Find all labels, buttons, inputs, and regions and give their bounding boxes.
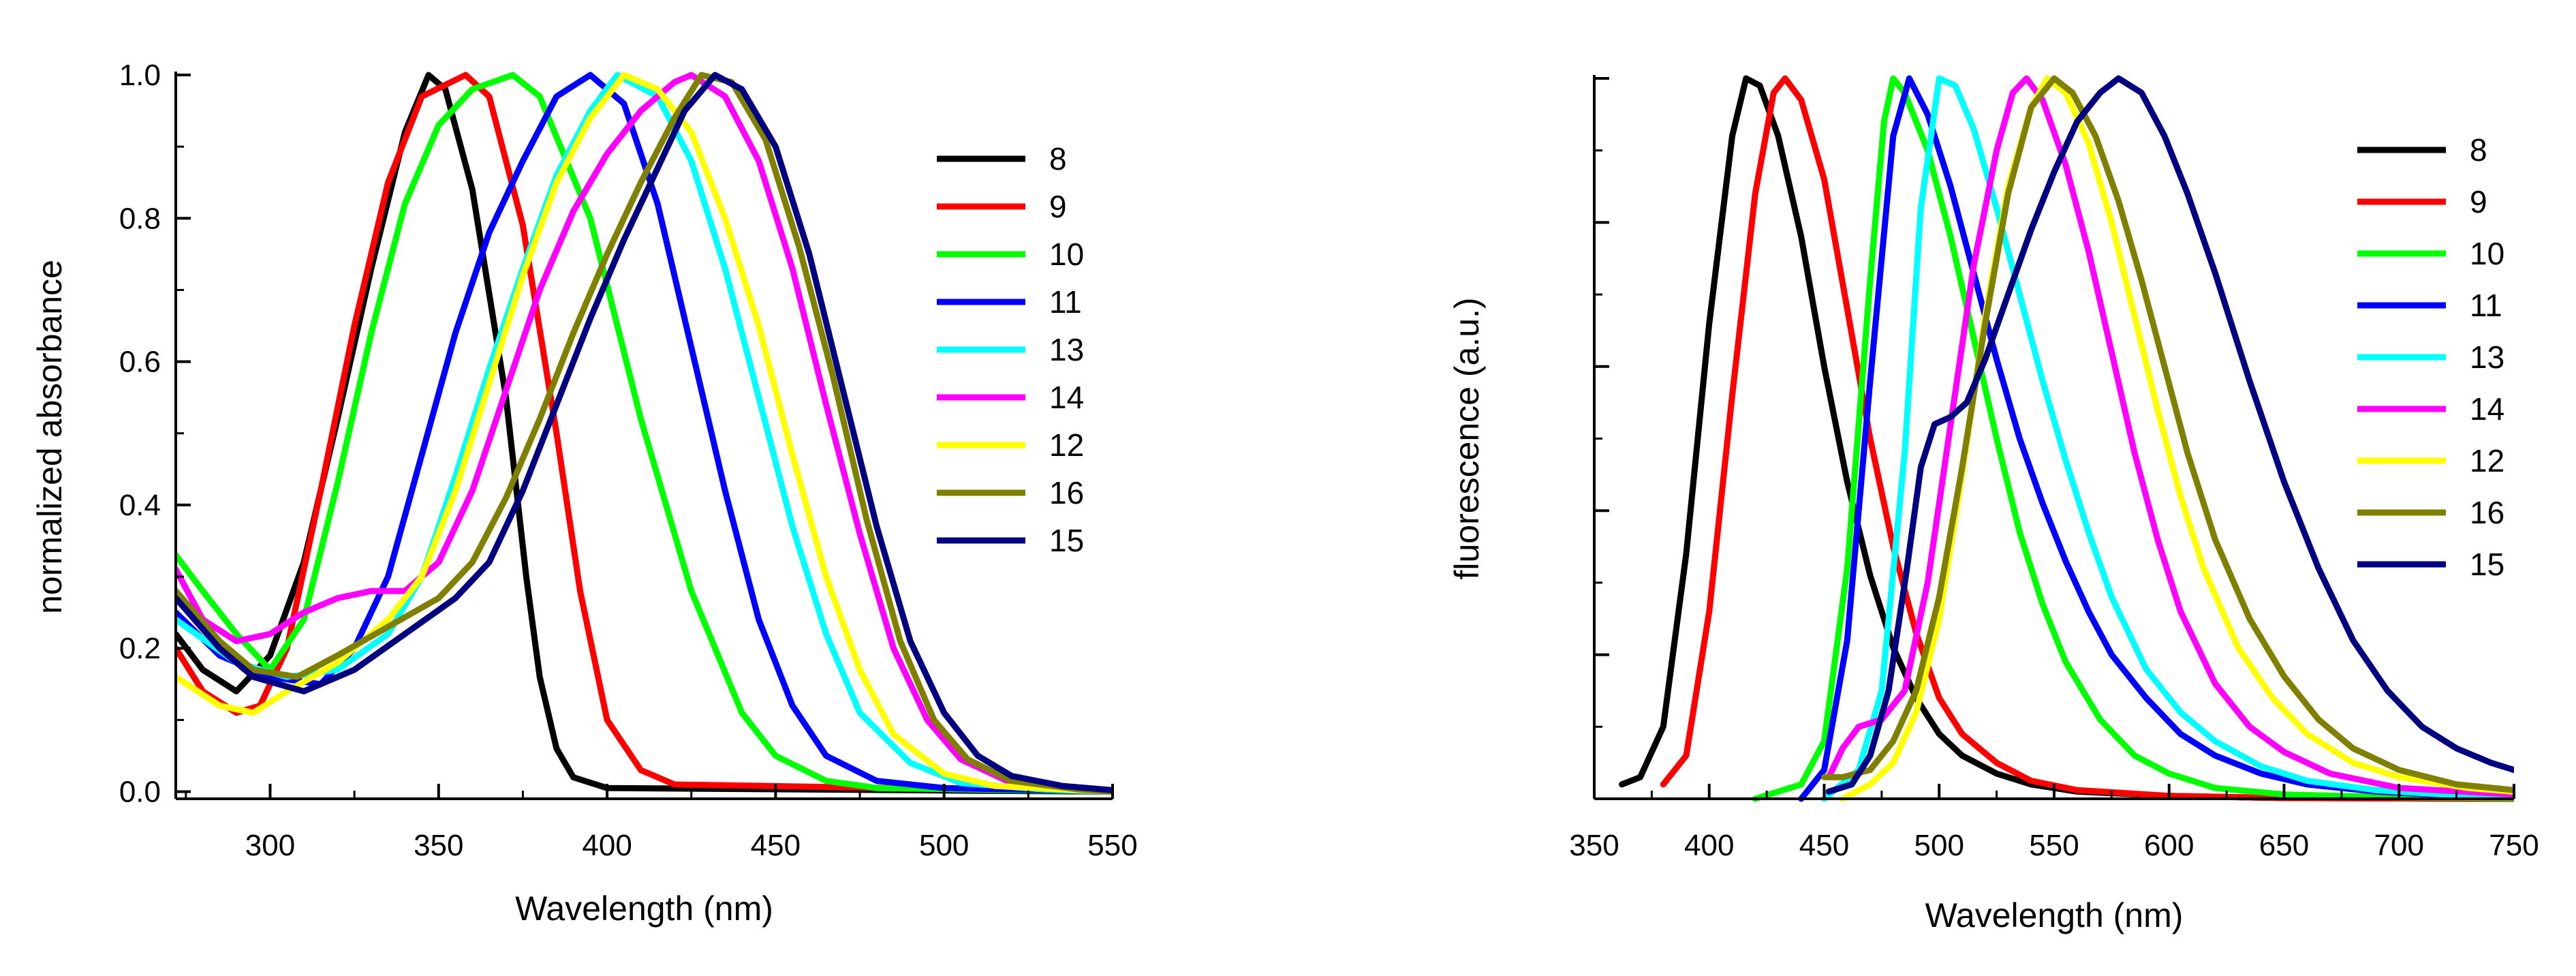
abs-y-tick-label: 0.0: [119, 775, 161, 808]
fluor-series-group: [1619, 75, 2514, 802]
abs-y-tick-label: 0.8: [119, 202, 161, 235]
abs-y-tick-label: 0.6: [119, 346, 161, 379]
fluor-x-tick-label: 550: [2029, 829, 2079, 862]
fluor-series-line-9: [1660, 75, 2514, 802]
abs-series-line-10: [176, 72, 1113, 795]
abs-legend-label-10: 10: [1049, 237, 1084, 272]
fluor-x-tick-label: 400: [1684, 829, 1734, 862]
abs-x-tick-label: 500: [919, 829, 969, 862]
abs-legend-label-13: 13: [1049, 332, 1084, 367]
abs-y-tick-label: 0.4: [119, 489, 161, 522]
abs-x-tick-label: 400: [582, 829, 632, 862]
fluor-x-tick-label: 350: [1569, 829, 1619, 862]
absorbance-chart-panel: 300 350 400 450 500 550 0.0 0.2 0.4 0.6 0.8 1.0 Wave…: [31, 59, 1138, 928]
fluor-legend-label-11: 11: [2470, 288, 2502, 323]
fluor-x-tick-label: 450: [1799, 829, 1849, 862]
fluor-legend-label-10: 10: [2470, 236, 2504, 271]
abs-series-line-13: [176, 72, 1113, 795]
abs-series-line-9: [176, 72, 1113, 795]
fluor-legend: 8 9 10 11 13 14 12 16 15: [2357, 132, 2504, 582]
abs-y-tick-label: 0.2: [119, 632, 161, 665]
fluor-x-tick-label: 650: [2259, 829, 2309, 862]
abs-x-tick-label: 300: [245, 829, 295, 862]
fluorescence-chart-panel: 350 400 450 500 550 600 650 700 750 Wavelength (n…: [1448, 75, 2539, 934]
fluor-x-tick-label: 700: [2374, 829, 2424, 862]
fluor-x-tick-label: 600: [2144, 829, 2194, 862]
abs-series-line-15: [176, 72, 1113, 793]
fluor-legend-label-13: 13: [2470, 339, 2504, 375]
fluor-x-axis-title: Wavelength (nm): [1925, 896, 2184, 934]
abs-y-tick-label: 1.0: [119, 59, 161, 92]
fluor-x-tick-label: 750: [2489, 829, 2539, 862]
fluor-legend-label-16: 16: [2470, 495, 2504, 530]
abs-x-axis-title: Wavelength (nm): [515, 889, 773, 928]
abs-legend: 8 9 10 11 13 14 12 16 15: [937, 141, 1084, 558]
abs-series-line-12: [176, 72, 1113, 795]
abs-x-tick-label: 350: [414, 829, 463, 862]
abs-x-tick-label: 450: [751, 829, 801, 862]
abs-legend-label-9: 9: [1049, 189, 1067, 224]
abs-series-line-16: [176, 72, 1113, 795]
abs-x-tick-label: 550: [1087, 829, 1137, 862]
fluor-legend-label-12: 12: [2470, 443, 2504, 478]
fluor-legend-label-15: 15: [2470, 547, 2504, 582]
abs-series-line-14: [176, 72, 1113, 795]
abs-legend-label-8: 8: [1049, 141, 1067, 177]
fluor-y-axis-title: fluorescence (a.u.): [1448, 297, 1486, 579]
fluor-series-line-10: [1752, 75, 2514, 802]
fluor-legend-label-9: 9: [2470, 184, 2487, 219]
abs-legend-label-11: 11: [1049, 284, 1082, 320]
abs-legend-label-15: 15: [1049, 523, 1084, 558]
fluor-series-line-16: [1821, 75, 2514, 793]
abs-legend-label-14: 14: [1049, 380, 1084, 415]
fluor-series-line-13: [1821, 75, 2514, 802]
fluor-legend-label-8: 8: [2470, 132, 2487, 168]
abs-series-group: [176, 72, 1113, 795]
abs-legend-label-12: 12: [1049, 427, 1084, 463]
fluor-legend-label-14: 14: [2470, 391, 2504, 427]
abs-legend-label-16: 16: [1049, 475, 1084, 510]
fluor-series-line-11: [1798, 75, 2514, 802]
fluor-series-line-12: [1840, 75, 2514, 802]
fluor-series-line-15: [1825, 75, 2514, 795]
fluor-x-tick-label: 500: [1914, 829, 1964, 862]
abs-y-axis-title: normalized absorbance: [31, 260, 69, 614]
fluor-series-line-14: [1825, 75, 2514, 798]
